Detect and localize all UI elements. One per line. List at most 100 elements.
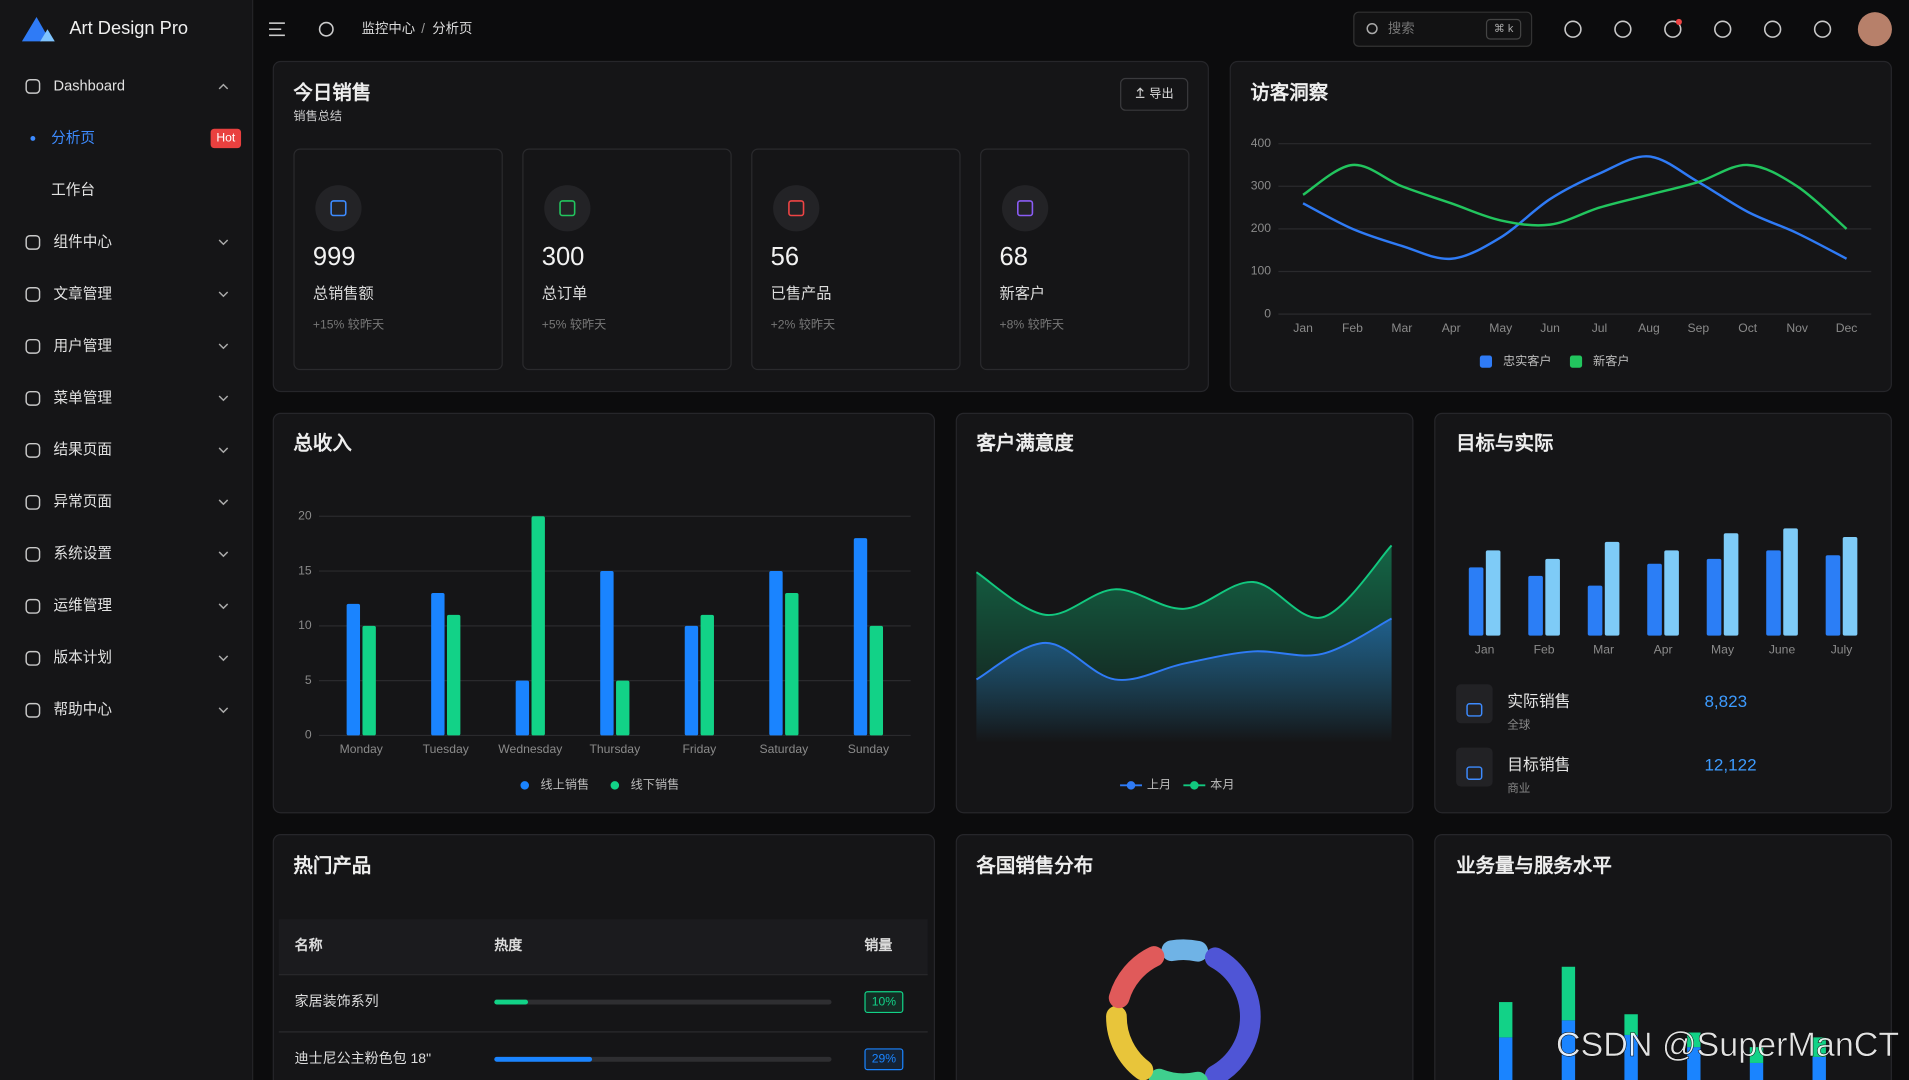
bar-segment xyxy=(1561,1020,1576,1080)
export-button[interactable] xyxy=(1120,77,1189,111)
bar xyxy=(346,603,361,736)
bar xyxy=(1664,550,1679,636)
summary-subtitle: 商业 xyxy=(1507,781,1530,795)
menu-item[interactable]: 文章管理 xyxy=(54,284,113,302)
menu-item[interactable]: 菜单管理 xyxy=(54,389,113,406)
bar-segment xyxy=(1749,1047,1764,1063)
chevron xyxy=(218,499,229,506)
x-tick-label: Feb xyxy=(1534,642,1555,656)
legend-label[interactable]: 上月 xyxy=(1147,778,1171,792)
bar xyxy=(1825,555,1841,636)
menu-icon xyxy=(25,286,41,302)
area-line xyxy=(975,617,1393,681)
menu-item[interactable]: 用户管理 xyxy=(54,337,113,354)
notification-dot xyxy=(1675,18,1682,25)
active-dot xyxy=(30,136,36,141)
toolbar-icon[interactable] xyxy=(1664,20,1682,38)
summary-title: 实际销售 xyxy=(1507,693,1570,711)
product-name: 家居装饰系列 xyxy=(295,993,379,1009)
menu-item[interactable]: 版本计划 xyxy=(54,649,112,666)
bar xyxy=(1468,567,1484,636)
search-placeholder: 搜索 xyxy=(1388,21,1415,36)
menu-item[interactable]: 结果页面 xyxy=(54,441,112,458)
menu-item[interactable]: 运维管理 xyxy=(54,597,113,614)
chevron xyxy=(218,239,229,246)
bar xyxy=(769,571,783,736)
y-tick-label: 0 xyxy=(305,728,312,742)
chevron xyxy=(218,447,229,454)
legend-label[interactable]: 线下销售 xyxy=(631,777,680,792)
menu-item[interactable]: 系统设置 xyxy=(54,545,112,562)
badge-text: Hot xyxy=(216,131,236,145)
submenu-item[interactable]: 工作台 xyxy=(51,181,95,198)
chevron xyxy=(218,395,229,402)
logo-text: Art Design Pro xyxy=(69,17,188,38)
stat-icon-bg xyxy=(315,185,362,232)
bar-segment xyxy=(1749,1062,1764,1080)
refresh-icon[interactable] xyxy=(318,21,334,37)
breadcrumb: 分析页 xyxy=(432,21,472,36)
breadcrumb-separator: / xyxy=(421,21,425,36)
x-tick-label: May xyxy=(1489,321,1513,335)
avatar[interactable] xyxy=(1857,12,1892,47)
donut-segment xyxy=(1108,946,1165,1009)
legend-label[interactable]: 新客户 xyxy=(1593,353,1629,368)
summary-value: 8,823 xyxy=(1704,692,1747,711)
toolbar-icon[interactable] xyxy=(1564,20,1582,38)
search-icon xyxy=(1366,23,1378,35)
breadcrumb[interactable]: 监控中心 xyxy=(362,21,416,36)
x-tick-label: Mar xyxy=(1593,642,1614,656)
x-tick-label: Saturday xyxy=(760,742,810,756)
submenu-item[interactable]: 分析页 xyxy=(51,129,95,146)
x-tick-label: Apr xyxy=(1442,321,1461,335)
progress-bar xyxy=(494,1056,593,1062)
toolbar-icon[interactable] xyxy=(1763,20,1782,38)
stat-icon-bg xyxy=(1001,185,1049,232)
summary-title: 目标销售 xyxy=(1507,756,1570,774)
x-tick-label: Jul xyxy=(1592,321,1608,335)
chevron xyxy=(218,707,229,714)
menu-item[interactable]: 组件中心 xyxy=(54,233,113,250)
progress-track xyxy=(494,999,832,1005)
x-tick-label: July xyxy=(1831,642,1854,656)
bar-segment xyxy=(1624,1034,1638,1080)
x-tick-label: Sunday xyxy=(848,742,890,756)
bar xyxy=(531,516,545,736)
summary-value: 12,122 xyxy=(1704,755,1756,774)
stat-label: 新客户 xyxy=(1000,286,1046,303)
sidebar xyxy=(0,0,253,1080)
legend-label[interactable]: 线上销售 xyxy=(541,777,590,792)
menu-item[interactable]: Dashboard xyxy=(54,78,125,94)
menu-icon xyxy=(25,338,41,354)
bar-segment xyxy=(1687,1032,1701,1048)
chevron xyxy=(218,83,229,90)
menu-icon xyxy=(25,79,41,94)
toolbar-icon[interactable] xyxy=(1714,20,1732,38)
menu-item[interactable]: 异常页面 xyxy=(54,493,112,510)
bar xyxy=(1723,533,1739,636)
toolbar-icon[interactable] xyxy=(1614,20,1632,38)
x-tick-label: Jan xyxy=(1293,321,1313,335)
legend-marker xyxy=(1126,781,1136,790)
table-header-cell: 热度 xyxy=(494,937,523,953)
legend-label[interactable]: 忠实客户 xyxy=(1503,353,1552,368)
menu-icon xyxy=(25,442,41,458)
bar-segment xyxy=(1812,1056,1826,1080)
stat-label: 总销售额 xyxy=(313,286,374,303)
x-tick-label: Friday xyxy=(682,742,717,756)
legend-label[interactable]: 本月 xyxy=(1210,778,1234,792)
bar xyxy=(1706,558,1722,636)
legend-marker xyxy=(520,781,529,790)
toolbar-icon[interactable] xyxy=(1813,20,1832,38)
menu-icon xyxy=(25,546,41,562)
bar-segment xyxy=(1624,1014,1638,1035)
stat-card xyxy=(293,148,503,371)
stat-value: 68 xyxy=(1000,243,1028,271)
chevron xyxy=(218,603,229,610)
x-tick-label: Tuesday xyxy=(423,742,470,756)
percent-label: 29% xyxy=(872,1052,897,1066)
x-tick-label: Monday xyxy=(340,742,384,756)
menu-item[interactable]: 帮助中心 xyxy=(54,701,113,718)
bar xyxy=(1528,575,1543,636)
